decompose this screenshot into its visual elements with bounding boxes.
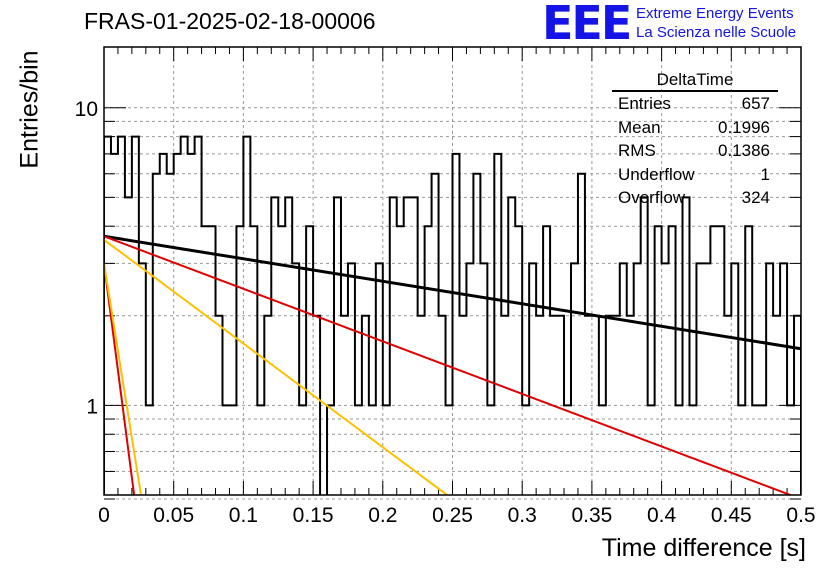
stats-box: DeltaTime Entries 657 Mean 0.1996 RMS 0.…: [612, 70, 778, 210]
y-axis-label: Entries/bin: [15, 50, 44, 169]
stats-label: Overflow: [618, 188, 686, 207]
fit-line: [104, 234, 801, 351]
stats-label: Entries: [618, 94, 671, 113]
stats-label: Mean: [618, 117, 661, 137]
stats-row-overflow: Overflow 324: [612, 186, 778, 210]
x-axis-label: Time difference [s]: [601, 534, 806, 562]
fit-line: [104, 239, 449, 495]
x-tick-label: 0.2: [368, 504, 397, 527]
histogram-line: [104, 135, 801, 495]
stats-value: 657: [741, 94, 770, 113]
stats-value: 1: [760, 164, 770, 184]
logo-line-2: La Scienza nelle Scuole: [636, 24, 797, 41]
fit-line: [104, 235, 794, 495]
chart-title: FRAS-01-2025-02-18-00006: [84, 8, 376, 34]
eee-logo: EEE Extreme Energy Events La Scienza nel…: [542, 0, 832, 50]
stats-label: RMS: [618, 141, 656, 160]
stats-row-underflow: Underflow 1: [612, 163, 778, 187]
x-tick-label: 0.5: [786, 504, 815, 527]
stats-value: 0.1386: [718, 141, 770, 160]
x-tick-label: 0.45: [711, 504, 752, 527]
x-tick-label: 0.4: [647, 504, 677, 527]
x-tick-label: 0.35: [571, 504, 612, 527]
stats-value: 324: [741, 188, 770, 207]
stats-row-entries: Entries 657: [612, 92, 778, 116]
x-tick-label: 0.3: [508, 504, 537, 527]
logo-line-1: Extreme Energy Events: [636, 5, 794, 22]
y-tick-label: 1: [86, 395, 98, 418]
stats-label: Underflow: [618, 164, 695, 184]
logo-mark: EEE: [542, 0, 632, 50]
x-tick-label: 0.15: [293, 504, 334, 527]
x-tick-label: 0.25: [432, 504, 473, 527]
stats-row-mean: Mean 0.1996: [612, 116, 778, 140]
y-tick-label: 10: [75, 98, 98, 121]
x-tick-label: 0: [98, 504, 110, 527]
stats-box-title: DeltaTime: [612, 70, 778, 92]
fit-line: [104, 263, 136, 495]
stats-row-rms: RMS 0.1386: [612, 139, 778, 163]
x-tick-label: 0.05: [153, 504, 194, 527]
x-tick-label: 0.1: [229, 504, 258, 527]
fit-line: [104, 263, 143, 495]
plot-frame: [103, 46, 802, 496]
stats-value: 0.1996: [718, 117, 770, 137]
